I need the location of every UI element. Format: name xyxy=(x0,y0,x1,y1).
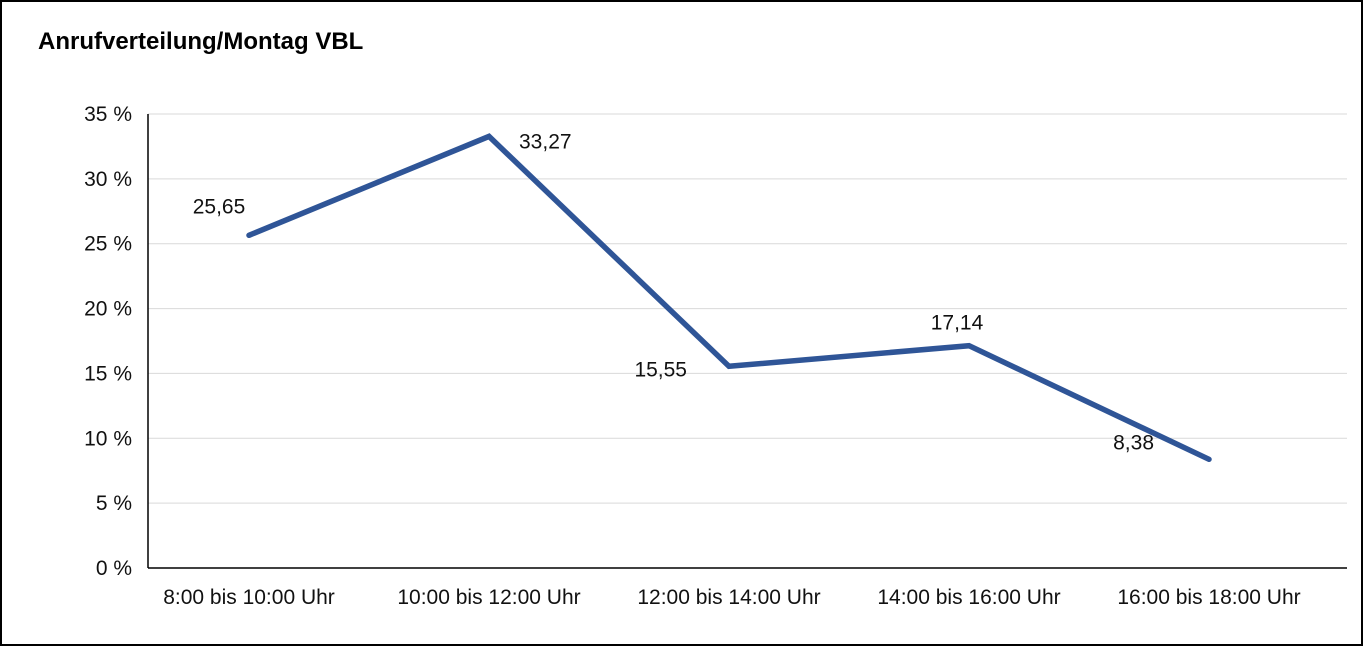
y-tick-label: 25 % xyxy=(84,233,132,256)
x-tick-label: 16:00 bis 18:00 Uhr xyxy=(1117,586,1300,609)
y-tick-label: 15 % xyxy=(84,362,132,385)
y-tick-label: 35 % xyxy=(84,103,132,126)
x-tick-label: 14:00 bis 16:00 Uhr xyxy=(877,586,1060,609)
data-point-label: 33,27 xyxy=(519,130,572,153)
y-tick-label: 20 % xyxy=(84,298,132,321)
data-point-label: 15,55 xyxy=(634,358,687,381)
chart-title: Anrufverteilung/Montag VBL xyxy=(38,28,364,55)
data-point-label: 8,38 xyxy=(1113,431,1154,454)
y-tick-label: 10 % xyxy=(84,427,132,450)
data-line xyxy=(246,133,1212,463)
y-tick-label: 5 % xyxy=(96,492,132,515)
x-tick-label: 12:00 bis 14:00 Uhr xyxy=(637,586,820,609)
y-tick-label: 0 % xyxy=(96,557,132,580)
data-point-label: 25,65 xyxy=(193,195,246,218)
x-tick-label: 8:00 bis 10:00 Uhr xyxy=(163,586,335,609)
x-tick-label: 10:00 bis 12:00 Uhr xyxy=(397,586,580,609)
data-point-label: 17,14 xyxy=(931,312,984,335)
y-tick-label: 30 % xyxy=(84,168,132,191)
